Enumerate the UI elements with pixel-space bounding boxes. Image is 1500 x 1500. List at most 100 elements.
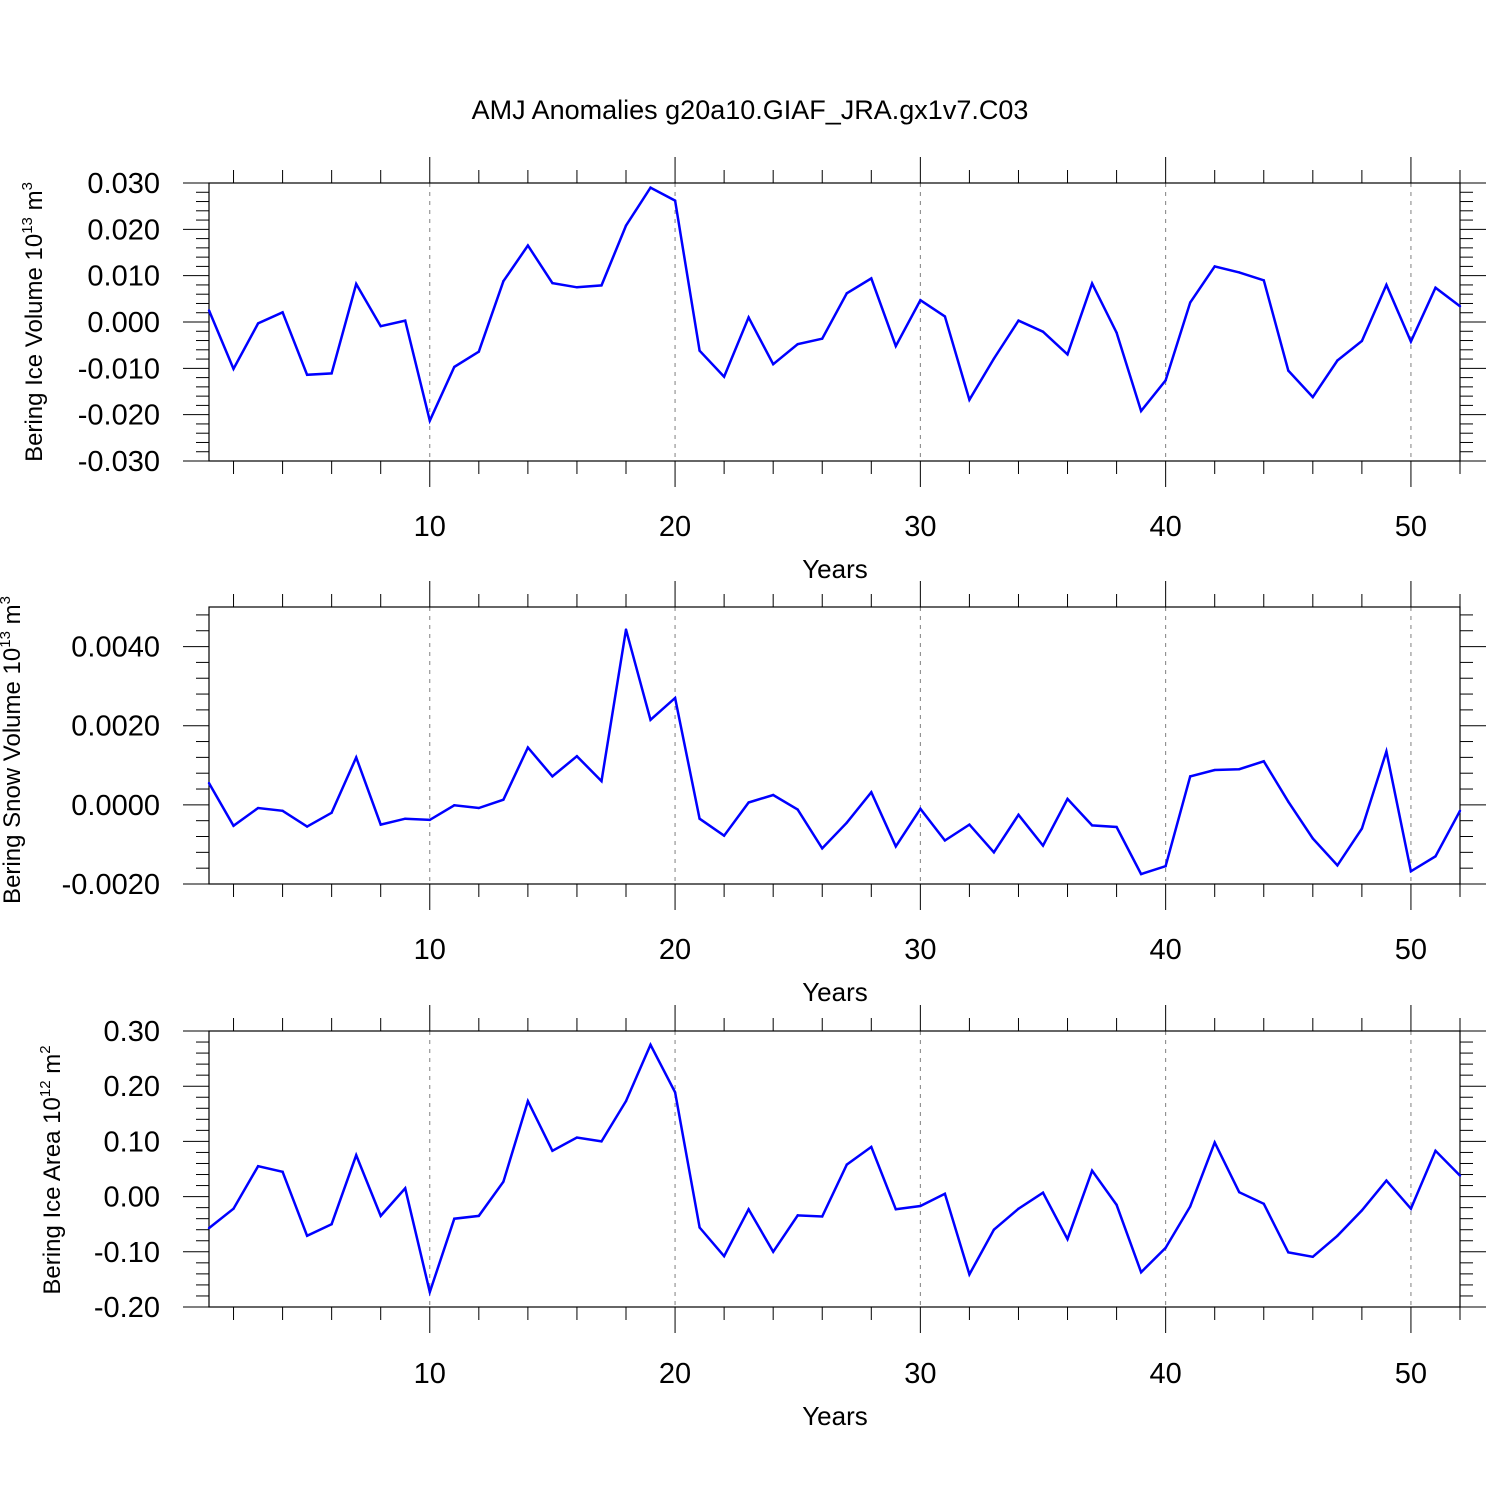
data-point	[624, 224, 628, 227]
data-point	[1115, 1203, 1118, 1207]
data-point	[1139, 409, 1143, 413]
x-tick-label: 40	[1150, 511, 1182, 543]
panel-2: 10 20 30 40 50 -0.0020 0.0000 0.0020 0.0040 Years…	[0, 581, 1486, 1007]
data-point	[1164, 379, 1167, 382]
y-tick-label: 0.000	[87, 307, 160, 339]
data-point	[1090, 824, 1094, 827]
y-axis-label-unit: m	[0, 604, 26, 631]
data-point	[624, 628, 628, 631]
data-point	[845, 821, 848, 824]
data-point	[1311, 1255, 1315, 1258]
y-axis-label-unit-exp: 2	[37, 1045, 54, 1053]
data-point	[1017, 319, 1020, 322]
data-point	[649, 1043, 652, 1047]
data-point	[232, 1207, 235, 1210]
data-point	[1336, 1234, 1339, 1237]
series-line	[207, 629, 1462, 876]
data-point	[747, 801, 750, 804]
y-axis-label-exp: 13	[0, 631, 14, 648]
data-point	[771, 362, 775, 366]
data-point	[1164, 1246, 1167, 1250]
x-tick-label: 10	[414, 511, 446, 543]
data-point	[968, 398, 971, 402]
data-point	[1287, 800, 1290, 803]
y-axis-label: Bering Ice Volume 1013 m3	[19, 182, 48, 462]
data-point	[1238, 271, 1241, 274]
data-point	[1164, 864, 1167, 868]
y-tick-label: 0.0000	[71, 790, 160, 822]
data-point	[894, 344, 898, 348]
data-point	[919, 807, 922, 811]
data-point	[1409, 340, 1413, 343]
x-axis-label: Years	[802, 1401, 868, 1431]
data-point	[1360, 827, 1364, 830]
data-point	[453, 365, 456, 369]
x-tick-label: 10	[414, 934, 446, 966]
data-point	[771, 1250, 775, 1254]
data-point	[673, 696, 677, 700]
data-point	[1262, 279, 1265, 282]
data-point	[207, 781, 211, 785]
y-tick-label: -0.20	[94, 1292, 160, 1324]
data-point	[992, 1228, 996, 1231]
y-tick-label: 0.10	[104, 1126, 160, 1158]
y-axis-label-exp: 13	[19, 217, 36, 234]
plot-frame	[208, 606, 1461, 885]
data-point	[1017, 1207, 1020, 1210]
data-point	[821, 337, 824, 340]
data-point	[600, 779, 603, 783]
data-point	[477, 350, 481, 353]
data-point	[1115, 825, 1118, 829]
data-point	[1458, 1174, 1462, 1177]
x-tick-label: 50	[1395, 511, 1427, 543]
data-point	[1409, 870, 1413, 873]
data-point	[428, 419, 431, 422]
data-point	[1458, 809, 1462, 812]
data-point	[1090, 282, 1094, 285]
data-point	[1385, 1179, 1388, 1182]
data-point	[1385, 750, 1388, 753]
panel-1: 10 20 30 40 50 -0.030 -0.020 -0.010 0.000 0.010 0.…	[19, 157, 1486, 584]
panel-3: 10 20 30 40 50 -0.20 -0.10 0.00 0.10 0.20 0.30 Year…	[37, 1005, 1486, 1431]
data-point	[354, 1154, 358, 1157]
data-point	[551, 281, 554, 285]
data-point	[600, 1140, 603, 1143]
y-axis-label: Bering Snow Volume 1013 m3	[0, 596, 26, 904]
data-point	[747, 316, 750, 319]
data-point	[870, 277, 873, 280]
data-point	[281, 1170, 284, 1173]
data-point	[453, 1217, 456, 1220]
data-point	[943, 315, 947, 318]
data-point	[649, 718, 652, 721]
data-point	[894, 1208, 898, 1211]
data-point	[698, 817, 701, 820]
data-point	[1238, 768, 1241, 771]
data-point	[845, 1163, 848, 1166]
data-point	[1066, 797, 1069, 801]
data-point	[1066, 353, 1069, 356]
x-tick-label: 30	[904, 934, 936, 966]
data-point	[894, 845, 898, 848]
x-tick-label: 40	[1150, 1358, 1182, 1390]
data-point	[330, 811, 333, 814]
data-point	[354, 282, 358, 286]
y-tick-label: 0.020	[87, 214, 160, 246]
data-point	[1139, 872, 1143, 876]
data-point	[796, 1214, 799, 1217]
data-point	[256, 1165, 260, 1168]
data-point	[1213, 1141, 1216, 1144]
data-point	[1115, 331, 1118, 334]
data-point	[526, 746, 530, 749]
y-tick-label: -0.010	[78, 353, 160, 385]
data-point	[281, 809, 284, 812]
data-point	[354, 756, 358, 759]
data-point	[796, 808, 799, 811]
data-point	[428, 1290, 431, 1294]
x-tick-label: 30	[904, 1358, 936, 1390]
y-tick-label: -0.030	[78, 446, 160, 478]
plot-frame	[208, 1030, 1461, 1308]
data-point	[1434, 855, 1437, 858]
data-point	[305, 373, 309, 377]
x-tick-label: 20	[659, 1358, 691, 1390]
